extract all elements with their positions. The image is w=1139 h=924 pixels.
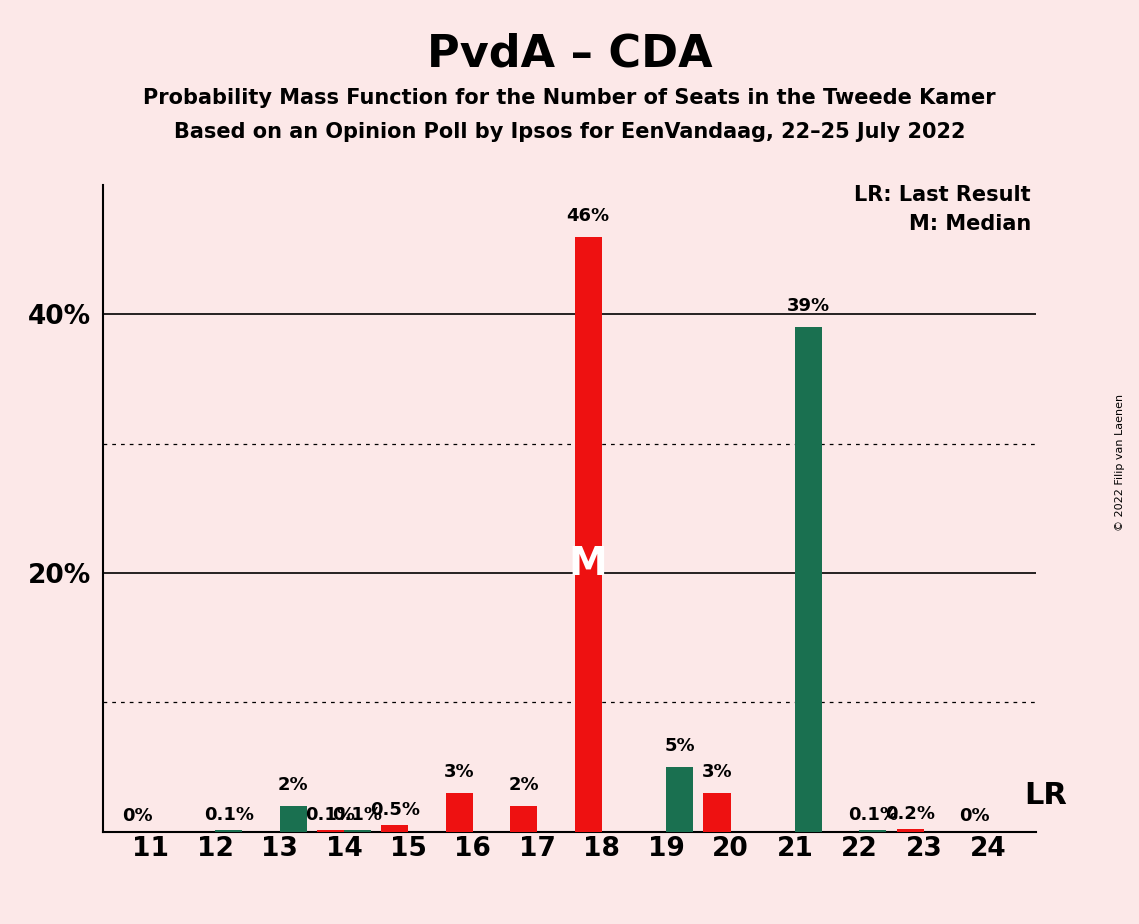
Text: M: M: [568, 545, 607, 583]
Text: PvdA – CDA: PvdA – CDA: [427, 32, 712, 76]
Text: 0%: 0%: [122, 808, 153, 825]
Bar: [575, 237, 601, 832]
Text: 0%: 0%: [959, 808, 990, 825]
Bar: [795, 327, 822, 832]
Bar: [445, 793, 473, 832]
Text: 0.1%: 0.1%: [333, 806, 383, 824]
Text: 0.1%: 0.1%: [847, 806, 898, 824]
Text: 39%: 39%: [787, 298, 830, 315]
Text: 0.2%: 0.2%: [885, 805, 935, 822]
Bar: [896, 829, 924, 832]
Text: 0.5%: 0.5%: [370, 801, 420, 819]
Text: © 2022 Filip van Laenen: © 2022 Filip van Laenen: [1115, 394, 1124, 530]
Bar: [280, 806, 306, 832]
Text: 46%: 46%: [566, 207, 609, 225]
Bar: [317, 831, 344, 832]
Text: 0.1%: 0.1%: [305, 806, 355, 824]
Bar: [344, 831, 371, 832]
Bar: [704, 793, 730, 832]
Text: 2%: 2%: [508, 776, 539, 794]
Text: 3%: 3%: [702, 763, 732, 781]
Text: 3%: 3%: [444, 763, 475, 781]
Text: M: Median: M: Median: [909, 214, 1031, 235]
Text: LR: LR: [1024, 781, 1067, 809]
Text: Based on an Opinion Poll by Ipsos for EenVandaag, 22–25 July 2022: Based on an Opinion Poll by Ipsos for Ee…: [174, 122, 965, 142]
Bar: [510, 806, 538, 832]
Bar: [859, 831, 886, 832]
Bar: [215, 831, 243, 832]
Text: LR: Last Result: LR: Last Result: [854, 185, 1031, 205]
Bar: [666, 767, 694, 832]
Text: 0.1%: 0.1%: [204, 806, 254, 824]
Text: 2%: 2%: [278, 776, 309, 794]
Bar: [382, 825, 409, 832]
Text: 5%: 5%: [664, 737, 695, 755]
Text: Probability Mass Function for the Number of Seats in the Tweede Kamer: Probability Mass Function for the Number…: [144, 88, 995, 108]
